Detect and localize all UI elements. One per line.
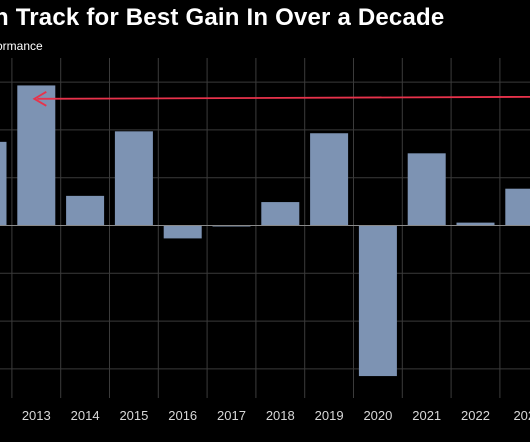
bar-2012 bbox=[0, 141, 7, 226]
x-tick-label: 2018 bbox=[266, 408, 295, 423]
bar-2019 bbox=[310, 133, 349, 226]
x-tick-label: 2013 bbox=[22, 408, 51, 423]
x-tick-label: 2019 bbox=[315, 408, 344, 423]
x-tick-label: 2022 bbox=[461, 408, 490, 423]
x-tick-label: 2017 bbox=[217, 408, 246, 423]
x-tick-label: 2020 bbox=[363, 408, 392, 423]
arrow-shaft bbox=[37, 95, 530, 100]
x-axis-tick-labels: 2201320142015201620172018201920202021202… bbox=[22, 408, 530, 423]
x-tick-label: 202 bbox=[513, 408, 530, 423]
bar-2015 bbox=[114, 131, 153, 226]
bar-2021 bbox=[407, 153, 446, 226]
bar-2022 bbox=[456, 222, 495, 226]
bar-2020 bbox=[358, 225, 397, 377]
bar-2016 bbox=[163, 225, 202, 239]
bar-2023 bbox=[505, 188, 530, 226]
bar-2014 bbox=[66, 195, 105, 226]
annotation-arrow bbox=[32, 91, 530, 107]
chart-subtitle: ormance bbox=[0, 39, 43, 53]
x-tick-label: 2015 bbox=[119, 408, 148, 423]
bar-2018 bbox=[261, 202, 300, 226]
grid-lines bbox=[0, 58, 530, 398]
x-tick-label: 2021 bbox=[412, 408, 441, 423]
x-tick-label: 2014 bbox=[71, 408, 100, 423]
x-tick-label: 2016 bbox=[168, 408, 197, 423]
bars bbox=[0, 85, 530, 377]
chart-title: n Track for Best Gain In Over a Decade bbox=[0, 4, 445, 31]
arrow-head bbox=[32, 91, 47, 107]
bar-2013 bbox=[17, 85, 56, 226]
